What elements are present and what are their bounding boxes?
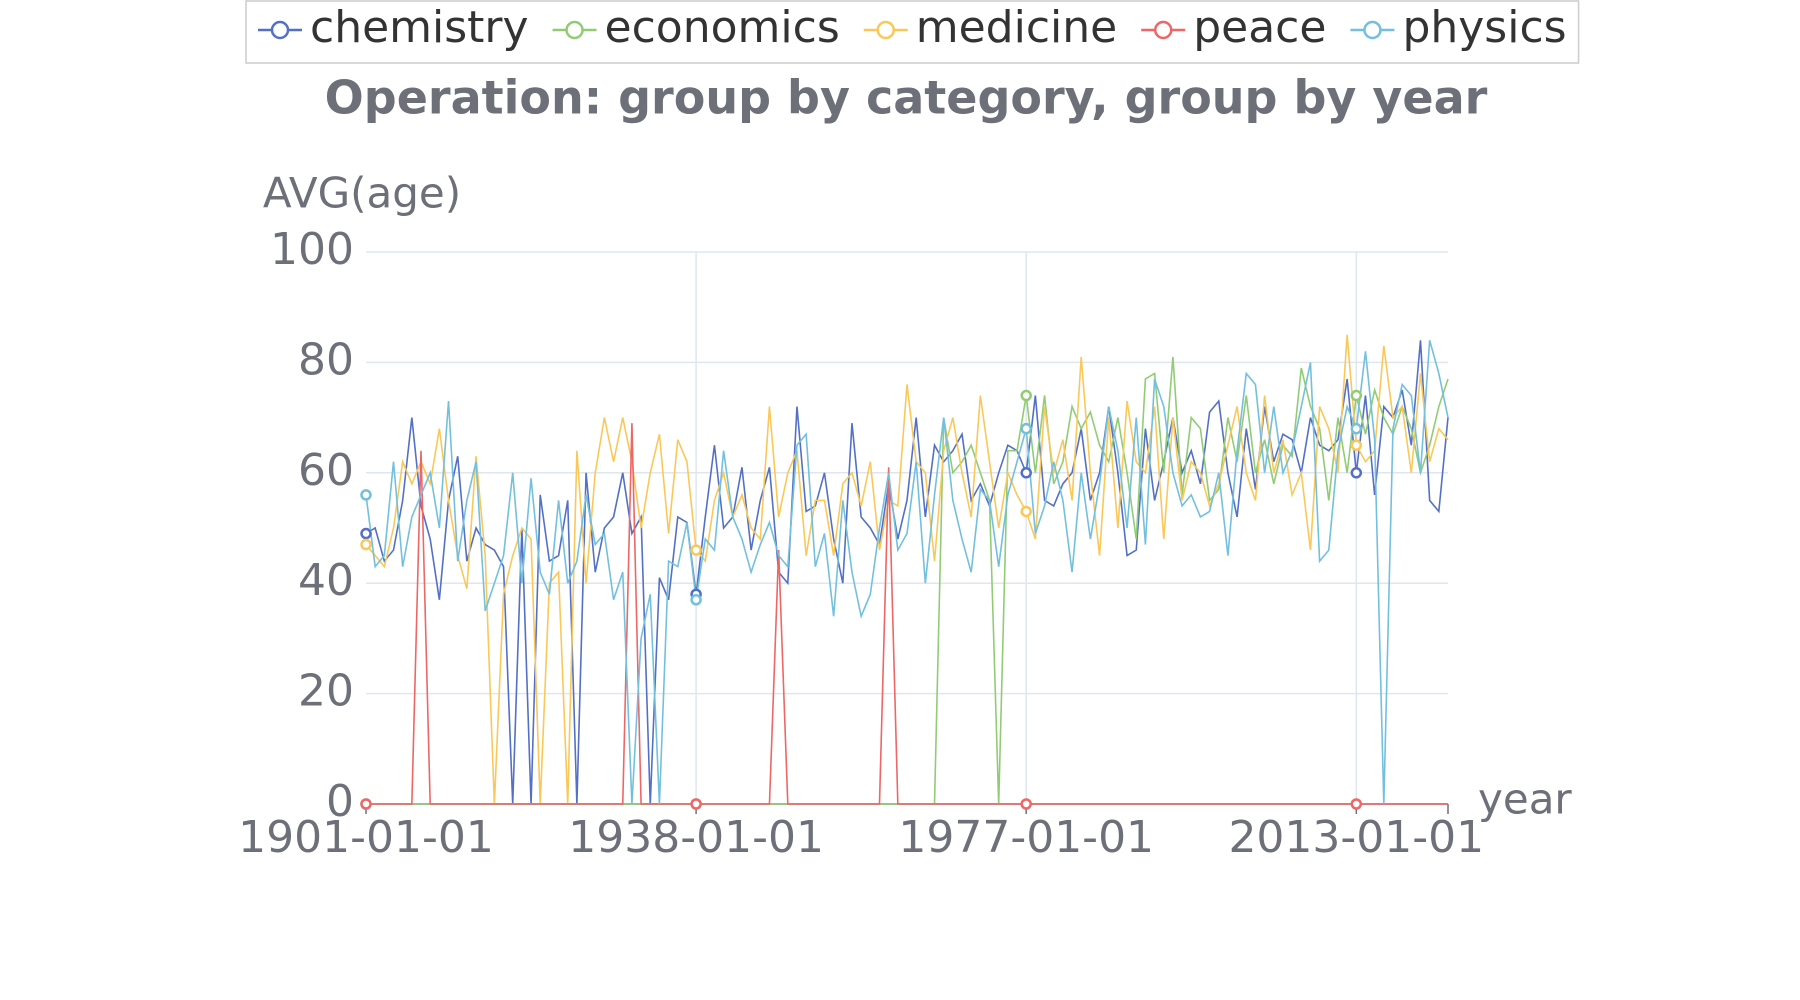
data-point	[360, 538, 372, 551]
legend-item: physics	[1350, 2, 1567, 53]
legend-box	[245, 0, 1580, 64]
x-tick-label: 1901-01-01	[238, 812, 494, 863]
data-point	[1350, 467, 1363, 479]
legend-item: medicine	[863, 2, 1117, 53]
y-tick-label: 40	[298, 555, 354, 606]
data-point	[690, 544, 702, 556]
legend-symbol	[565, 20, 584, 40]
data-point	[1020, 798, 1032, 810]
legend-label: economics	[605, 2, 840, 53]
series-line	[365, 334, 1449, 805]
data-point	[690, 594, 702, 606]
series-line	[366, 423, 1448, 805]
y-tick-label: 60	[298, 445, 354, 496]
legend-label: medicine	[916, 2, 1117, 53]
data-point	[360, 798, 372, 810]
legend-item: chemistry	[258, 2, 529, 53]
legend-label: physics	[1402, 2, 1566, 53]
y-tick-label: 100	[270, 224, 354, 275]
legend-label: chemistry	[310, 2, 529, 53]
data-point	[1350, 439, 1363, 451]
legend-symbol	[270, 20, 290, 40]
x-tick-label: 1977-01-01	[898, 812, 1154, 863]
data-point	[690, 798, 702, 810]
data-point	[1020, 422, 1032, 435]
chart-title: Operation: group by category, group by y…	[325, 71, 1488, 125]
legend-symbol	[1153, 20, 1173, 40]
data-point	[1020, 467, 1032, 479]
legend-symbol	[1363, 20, 1382, 40]
data-point	[1350, 798, 1363, 810]
y-tick-label: 20	[298, 666, 354, 717]
data-point	[360, 489, 372, 501]
legend-label: peace	[1193, 2, 1326, 53]
data-point	[1020, 505, 1032, 518]
y-tick-label: 80	[298, 334, 354, 385]
y-axis-label: AVG(age)	[263, 169, 461, 218]
data-point	[1350, 389, 1363, 402]
data-point	[1020, 389, 1032, 402]
legend-item: economics	[552, 2, 840, 53]
data-point	[360, 527, 372, 540]
series-line	[365, 340, 1449, 805]
legend-symbol	[876, 20, 895, 40]
legend-item: peace	[1141, 2, 1326, 53]
series-line	[365, 340, 1449, 805]
x-axis-label: year	[1478, 775, 1572, 824]
x-tick-label: 2013-01-01	[1228, 812, 1484, 863]
x-tick-label: 1938-01-01	[568, 812, 824, 863]
y-tick-label: 0	[326, 776, 354, 827]
data-point	[1350, 422, 1363, 435]
